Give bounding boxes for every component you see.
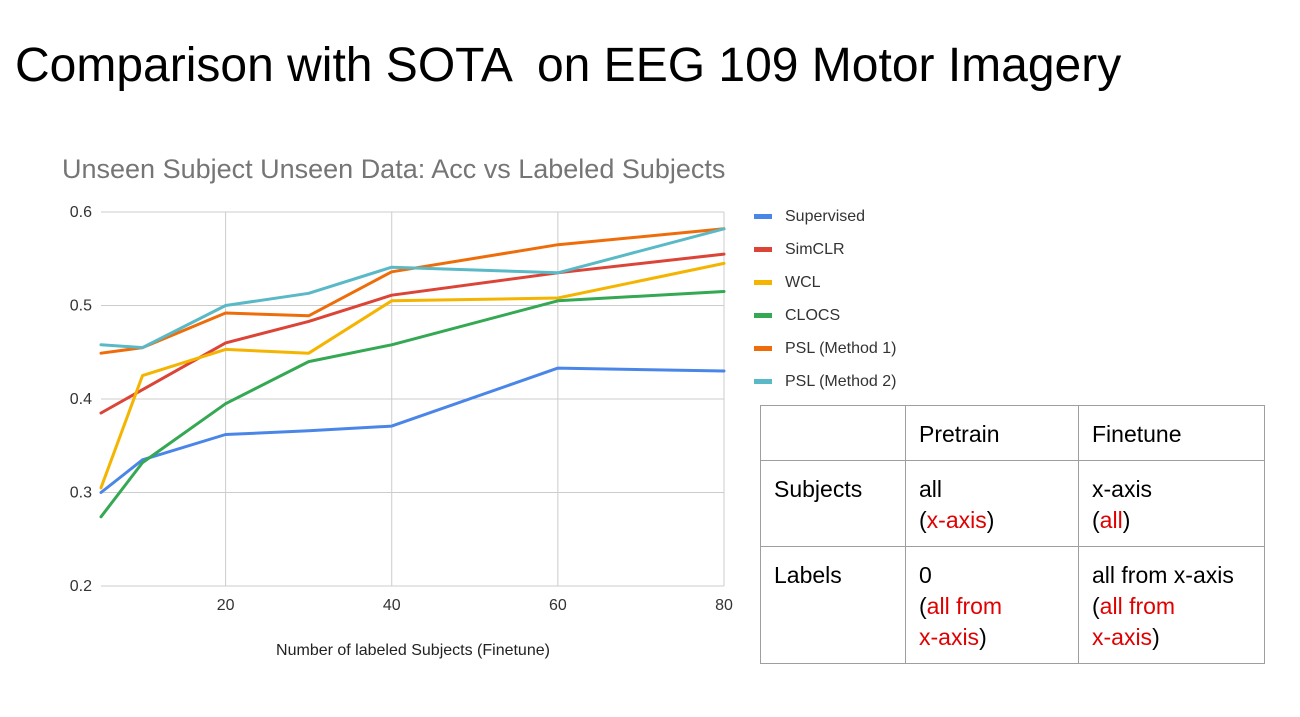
series-line-wcl [99,261,726,490]
legend-label: CLOCS [785,306,841,324]
legend-item-clocs: CLOCS [754,299,1004,332]
cell-main: x-axis [1092,476,1153,502]
x-tick-label: 20 [217,597,235,614]
table-cell: x-axis (all) [1078,460,1265,547]
x-tick-label: 80 [715,597,733,614]
legend-label: PSL (Method 1) [785,339,897,357]
table-cell: all (x-axis) [905,460,1079,547]
legend-swatch [754,379,772,384]
series-line-supervised [99,366,726,494]
table-row-label: Labels [760,546,906,664]
legend-label: PSL (Method 2) [785,372,897,390]
legend-swatch [754,247,772,252]
legend-swatch [754,346,772,351]
y-tick-label: 0.3 [70,485,92,502]
series-line-clocs [99,290,726,519]
table-header-cell [760,405,906,461]
legend-label: Supervised [785,207,866,225]
x-axis-label: Number of labeled Subjects (Finetune) [276,642,550,659]
table-cell: all from x-axis (all from x-axis) [1078,546,1265,664]
chart-gridlines [101,211,725,587]
chart-series [99,227,726,519]
legend-item-simclr: SimCLR [754,233,1004,266]
cell-paren: x-axis [919,624,980,650]
slide-title: Comparison with SOTA on EEG 109 Motor Im… [15,39,1122,92]
cell-paren: x-axis [1092,624,1153,650]
config-table: Pretrain Finetune Subjects all (x-axis) x… [760,405,1265,664]
chart-title: Unseen Subject Unseen Data: Acc vs Label… [62,154,725,184]
legend-item-wcl: WCL [754,266,1004,299]
y-tick-label: 0.5 [70,298,92,315]
y-tick-label: 0.6 [70,204,92,221]
legend-label: WCL [785,273,821,291]
legend-item-psl-method-2: PSL (Method 2) [754,365,1004,398]
y-tick-label: 0.2 [70,578,92,595]
cell-paren: x-axis [926,507,987,533]
cell-main: all from x-axis [1092,562,1234,588]
legend-swatch [754,313,772,318]
cell-paren: all from [1099,593,1176,619]
legend-swatch [754,280,772,285]
table-cell: 0 (all from x-axis) [905,546,1079,664]
legend-label: SimCLR [785,240,845,258]
table-header-cell: Pretrain [905,405,1079,461]
legend-item-supervised: Supervised [754,200,1004,233]
series-line-psl-method-2 [99,227,726,350]
table-header-cell: Finetune [1078,405,1265,461]
x-tick-label: 40 [383,597,401,614]
y-tick-label: 0.4 [70,391,92,408]
cell-main: 0 [919,562,932,588]
y-axis-ticks: 0.2 0.3 0.4 0.5 0.6 [70,204,92,595]
series-line-simclr [99,252,726,415]
x-axis-ticks: 20 40 60 80 [217,597,733,614]
cell-main: all [919,476,943,502]
legend-item-psl-method-1: PSL (Method 1) [754,332,1004,365]
chart-legend: Supervised SimCLR WCL CLOCS PSL (Method 1) PS… [754,200,1004,398]
table-header-row: Pretrain Finetune [760,405,1265,461]
cell-paren: all [1099,507,1123,533]
cell-paren: all from [926,593,1003,619]
legend-swatch [754,214,772,219]
table-row: Labels 0 (all from x-axis) all from x-axis… [760,546,1265,664]
x-tick-label: 60 [549,597,567,614]
table-row-label: Subjects [760,460,906,547]
table-row: Subjects all (x-axis) x-axis (all) [760,460,1265,547]
